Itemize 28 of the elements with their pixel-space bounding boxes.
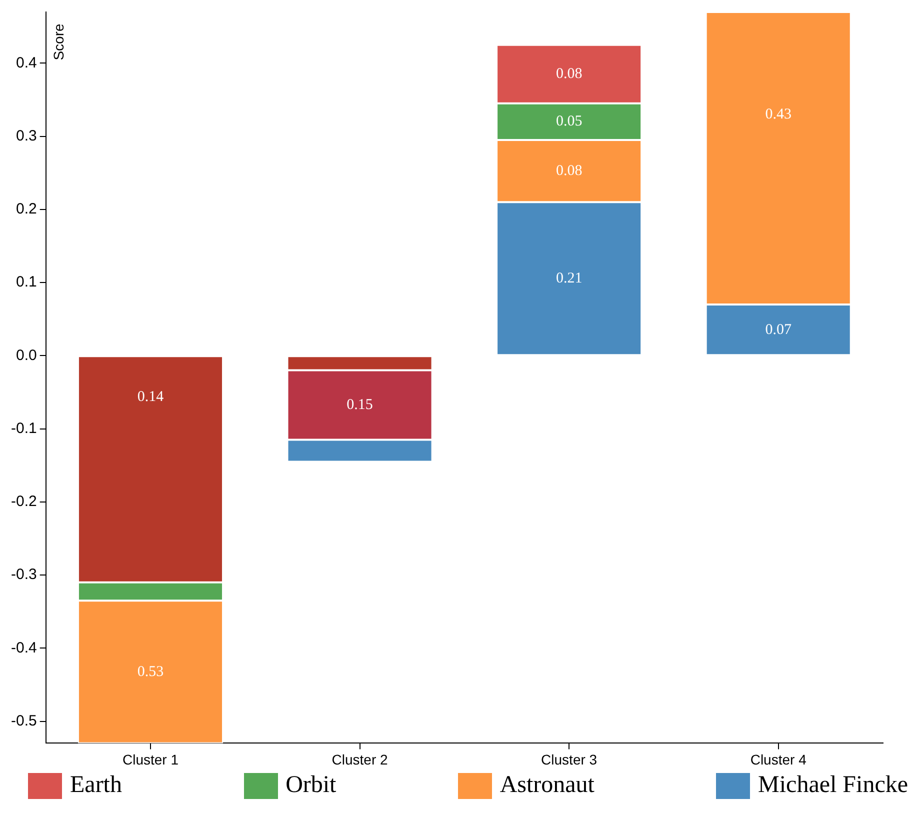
y-tick-label: 0.2 [16, 200, 37, 218]
legend-label: Michael Fincke [758, 772, 908, 799]
legend-label: Astronaut [500, 772, 594, 799]
y-tick-label: 0.3 [16, 127, 37, 144]
y-tick-label: 0.1 [16, 274, 37, 291]
x-tick-label: Cluster 2 [332, 751, 388, 768]
y-tick-label: 0.4 [16, 54, 37, 72]
annotation: 0.53 [137, 664, 164, 680]
y-tick-label: -0.4 [10, 639, 37, 656]
x-tick-label: Cluster 4 [750, 751, 807, 768]
legend-label: Orbit [286, 772, 336, 799]
data-label: 0.08 [556, 66, 582, 82]
y-tick-label: -0.1 [10, 420, 37, 437]
data-label: 0.05 [556, 114, 582, 130]
x-tick-label: Cluster 1 [122, 751, 179, 768]
annotation: 0.14 [137, 388, 164, 405]
annotation: 0.15 [346, 396, 373, 413]
x-tick-label: Cluster 3 [541, 751, 598, 768]
y-tick-label: -0.2 [10, 493, 37, 510]
legend-label: Earth [70, 772, 122, 799]
data-label: 0.21 [556, 270, 582, 287]
y-tick-label: -0.5 [10, 712, 37, 730]
y-axis-title: Score [50, 24, 67, 60]
y-tick-label: -0.3 [10, 566, 37, 584]
annotation: 0.43 [765, 106, 792, 122]
y-tick-label: 0.0 [16, 346, 37, 364]
data-label: 0.08 [556, 162, 582, 179]
data-label: 0.07 [765, 322, 792, 338]
